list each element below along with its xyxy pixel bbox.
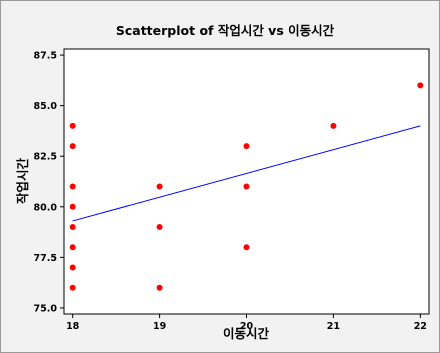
data-point [243,244,250,251]
data-point [243,143,250,150]
y-axis-label: 작업시간 [15,158,30,205]
regression-line [72,125,421,222]
y-tick-label: 87.5 [34,51,57,62]
y-tick-label: 75.0 [34,303,58,314]
data-point [330,122,337,129]
y-tick-label: 80.0 [34,202,58,213]
data-point [417,82,424,89]
data-point [156,183,163,190]
data-point [69,143,76,150]
data-points [69,82,424,291]
data-point [69,284,76,291]
y-tick-label: 82.5 [34,152,57,163]
x-tick-label: 22 [414,321,427,332]
x-tick-label: 18 [66,321,80,332]
data-point [243,183,250,190]
data-point [156,224,163,231]
x-tick-label: 20 [240,321,254,332]
data-point [69,203,76,210]
x-tick-label: 21 [327,321,340,332]
plot-area [63,48,430,315]
data-point [69,122,76,129]
data-point [156,284,163,291]
y-tick-label: 85.0 [34,101,58,112]
regression-line-group [72,125,421,222]
chart-title: Scatterplot of 작업시간 vs 이동시간 [116,23,335,38]
y-axis: 75.0 77.5 80.0 82.5 85.0 87.5 [34,51,64,314]
data-point [69,264,76,271]
y-tick-label: 77.5 [34,253,57,264]
x-tick-label: 19 [153,321,166,332]
x-axis: 18 19 20 21 22 [66,314,427,332]
x-axis-label: 이동시간 [223,326,270,341]
data-point [69,183,76,190]
data-point [69,244,76,251]
data-point [69,224,76,231]
